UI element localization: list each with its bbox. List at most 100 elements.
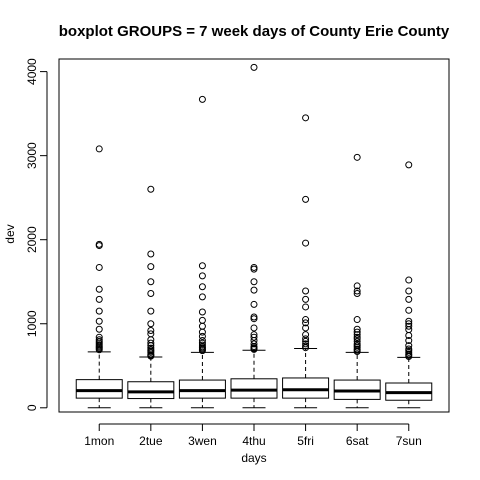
outlier-point (353, 328, 361, 336)
outlier-point (147, 289, 155, 297)
outlier-point (250, 263, 258, 271)
outlier-point (250, 340, 258, 348)
outlier-point (353, 287, 361, 295)
outlier-point (302, 324, 310, 332)
outlier-point (147, 339, 155, 347)
x-tick-label: 6sat (346, 434, 369, 448)
y-tick-label: 3000 (25, 142, 39, 169)
y-tick-label: 2000 (25, 226, 39, 253)
outlier-point (405, 342, 413, 350)
outlier-point (302, 295, 310, 303)
box-5fri (282, 114, 330, 409)
outlier-point (147, 185, 155, 193)
box-3wen (178, 95, 226, 409)
plot-frame (58, 58, 450, 413)
x-tick-label: 3wen (188, 434, 217, 448)
outlier-point (302, 337, 310, 345)
outlier-point (147, 326, 155, 334)
outlier-point (302, 342, 310, 350)
outlier-point (147, 278, 155, 286)
x-axis: 1mon 2tue 3wen 4thu 5fri 6sat 7sun (84, 423, 422, 448)
outlier-point (147, 263, 155, 271)
outlier-point (405, 161, 413, 169)
y-tick-label: 4000 (25, 58, 39, 85)
outlier-point (405, 317, 413, 325)
outlier-point (147, 250, 155, 258)
outlier-point (147, 344, 155, 352)
y-tick-label: 1000 (25, 310, 39, 337)
outlier-point (95, 295, 103, 303)
outlier-point (198, 283, 206, 291)
outlier-point (198, 337, 206, 345)
outlier-point (405, 345, 413, 353)
x-tick-label: 5fri (297, 434, 314, 448)
outlier-point (353, 289, 361, 297)
outlier-point (353, 337, 361, 345)
outlier-point (302, 239, 310, 247)
x-tick-label: 2tue (139, 434, 163, 448)
outlier-point (198, 308, 206, 316)
boxes-group (75, 63, 433, 409)
iqr-box (282, 377, 330, 399)
iqr-box (127, 381, 175, 400)
outlier-point (405, 320, 413, 328)
box-7sun (385, 161, 433, 409)
outlier-point (95, 285, 103, 293)
outlier-point (95, 240, 103, 248)
outlier-point (250, 63, 258, 71)
x-axis-label: days (241, 451, 266, 465)
outlier-point (302, 335, 310, 343)
box-1mon (75, 145, 123, 409)
outlier-point (147, 320, 155, 328)
outlier-point (198, 339, 206, 347)
outlier-point (198, 293, 206, 301)
outlier-point (250, 300, 258, 308)
outlier-point (147, 330, 155, 338)
outlier-point (302, 316, 310, 324)
outlier-point (353, 316, 361, 324)
outlier-point (95, 333, 103, 341)
outlier-point (95, 145, 103, 153)
outlier-point (405, 287, 413, 295)
outlier-point (353, 340, 361, 348)
outlier-point (405, 295, 413, 303)
outlier-point (302, 303, 310, 311)
x-tick-label: 4thu (242, 434, 265, 448)
outlier-point (405, 322, 413, 330)
outlier-point (250, 286, 258, 294)
outlier-point (405, 276, 413, 284)
outlier-point (198, 95, 206, 103)
y-axis: 0 1000 2000 3000 4000 (25, 58, 48, 411)
outlier-point (405, 337, 413, 345)
outlier-point (250, 324, 258, 332)
outlier-point (198, 332, 206, 340)
outlier-point (302, 114, 310, 122)
outlier-point (250, 313, 258, 321)
box-2tue (127, 185, 175, 409)
outlier-point (405, 306, 413, 314)
outlier-point (250, 278, 258, 286)
outlier-point (302, 340, 310, 348)
outlier-point (198, 341, 206, 349)
chart-title: boxplot GROUPS = 7 week days of County E… (59, 23, 450, 40)
outlier-point (198, 272, 206, 280)
outlier-point (250, 331, 258, 339)
iqr-box (75, 379, 123, 399)
outlier-point (302, 331, 310, 339)
outlier-point (353, 282, 361, 290)
y-tick-label: 0 (25, 404, 39, 411)
outlier-point (353, 153, 361, 161)
outlier-point (147, 307, 155, 315)
outlier-point (353, 331, 361, 339)
outlier-point (95, 307, 103, 315)
outlier-point (302, 319, 310, 327)
x-tick-label: 1mon (84, 434, 114, 448)
box-4thu (230, 63, 278, 409)
outlier-point (95, 317, 103, 325)
outlier-point (95, 325, 103, 333)
iqr-box (230, 378, 278, 399)
outlier-point (95, 336, 103, 344)
outlier-point (198, 262, 206, 270)
outlier-point (198, 316, 206, 324)
x-tick-label: 7sun (396, 434, 422, 448)
